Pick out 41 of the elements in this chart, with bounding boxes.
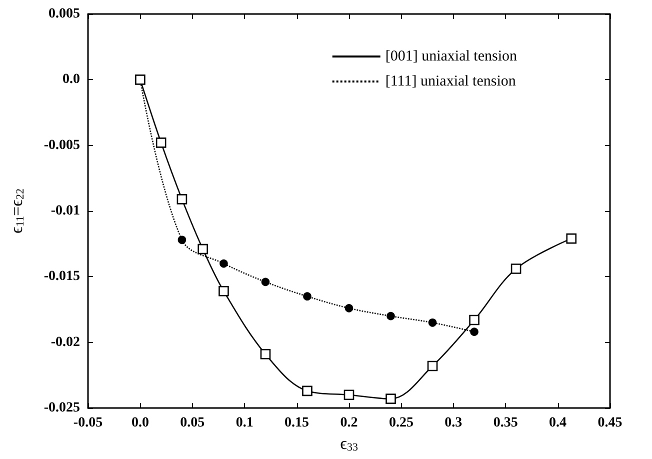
x-tick-label: 0.25 <box>388 416 414 430</box>
point <box>470 328 478 336</box>
point <box>260 349 271 360</box>
x-tick-label: 0.45 <box>598 416 622 430</box>
point <box>218 286 229 296</box>
y-tick-label: -0.01 <box>50 204 80 218</box>
x-tick-label: 0.35 <box>493 416 518 430</box>
y-axis-title: ϵ11=ϵ22 <box>7 188 26 234</box>
point <box>344 390 354 400</box>
x-tick-label: 0.1 <box>236 416 254 430</box>
legend-label: [001] uniaxial tension <box>385 48 518 64</box>
point <box>386 394 396 404</box>
point <box>261 278 270 286</box>
legend-label: [111] uniaxial tension <box>385 74 516 90</box>
x-tick-label: 0.3 <box>444 416 462 430</box>
point <box>510 264 522 274</box>
y-tick-label: -0.015 <box>44 269 80 284</box>
x-tick-label: 0.05 <box>180 416 205 430</box>
x-tick-label: 0.2 <box>340 416 358 430</box>
point <box>386 312 395 320</box>
y-tick-label: 0.0 <box>62 72 80 88</box>
point <box>302 386 312 396</box>
point <box>156 138 166 148</box>
point <box>344 304 354 312</box>
point <box>428 318 437 327</box>
x-tick-label: 0.4 <box>549 416 567 430</box>
point <box>178 236 186 244</box>
point <box>303 292 312 301</box>
point <box>176 194 188 204</box>
y-tick-label: -0.005 <box>44 138 80 153</box>
point <box>220 259 228 268</box>
y-tick-label: -0.02 <box>50 334 80 350</box>
y-tick-label: -0.025 <box>44 400 80 416</box>
x-tick-label: 0.0 <box>131 416 149 430</box>
point <box>198 244 208 254</box>
x-tick-label: 0.15 <box>284 416 310 430</box>
point <box>469 314 480 326</box>
point <box>566 233 577 244</box>
y-tick-label: 0.005 <box>48 6 80 22</box>
point <box>427 360 438 372</box>
x-tick-label: -0.05 <box>73 416 103 430</box>
